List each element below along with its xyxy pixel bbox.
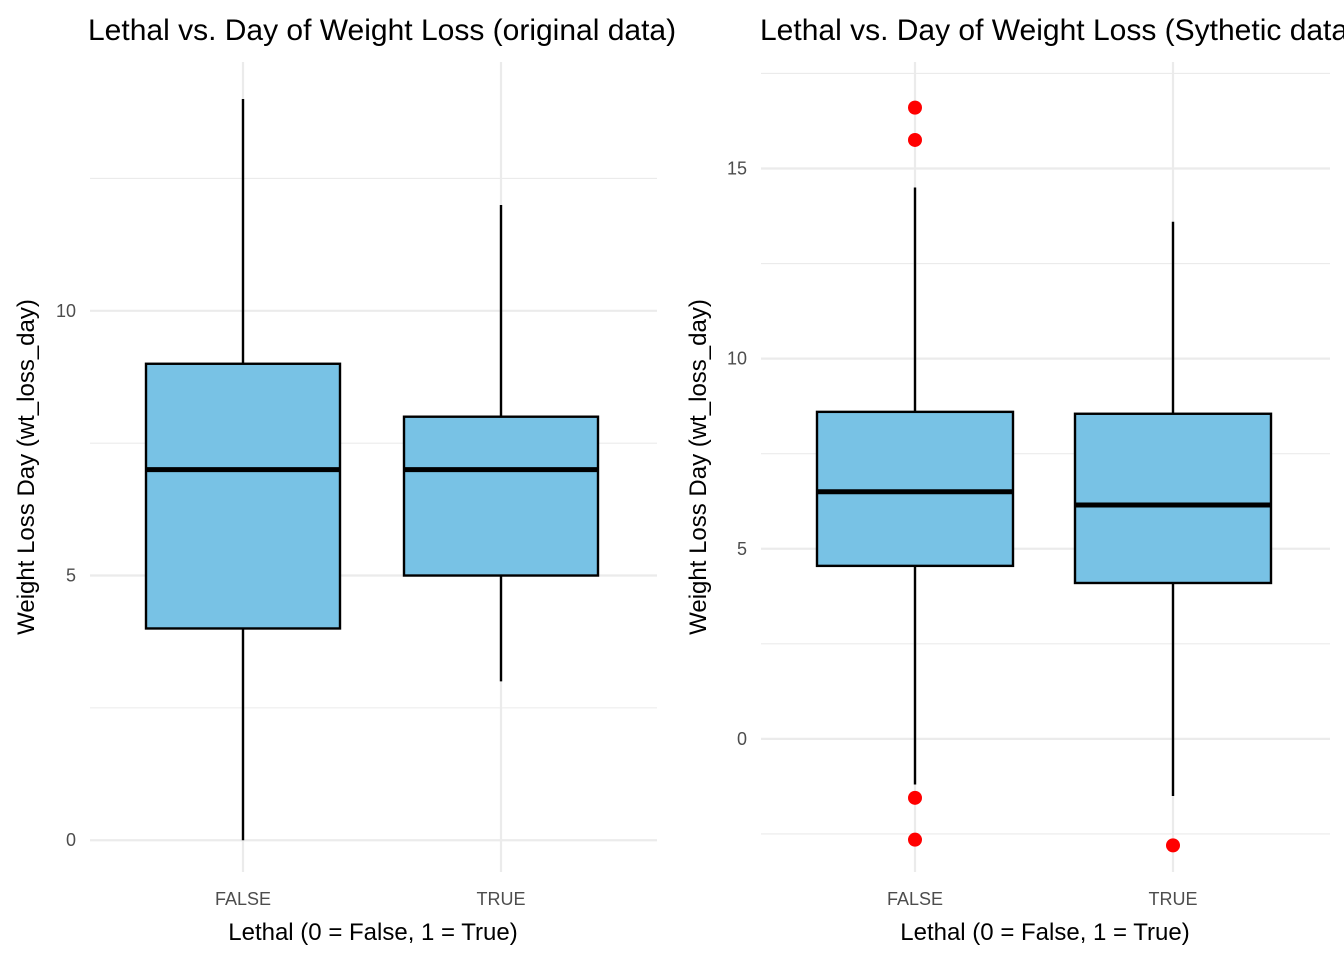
box-layer xyxy=(144,99,600,841)
box-iqr xyxy=(815,410,1015,568)
box-iqr xyxy=(402,415,600,577)
y-axis-title: Weight Loss Day (wt_loss_day) xyxy=(685,299,712,635)
box-iqr xyxy=(1073,412,1273,585)
outlier-point xyxy=(908,132,922,147)
y-tick-label: 0 xyxy=(66,830,76,850)
y-tick-labels: 0 5 10 15 xyxy=(727,158,747,748)
y-tick-label: 15 xyxy=(727,158,747,178)
outlier-point xyxy=(908,100,922,115)
x-tick-labels: FALSE TRUE xyxy=(215,889,526,909)
x-axis-title: Lethal (0 = False, 1 = True) xyxy=(900,919,1190,946)
y-axis-title: Weight Loss Day (wt_loss_day) xyxy=(13,299,40,635)
y-tick-label: 0 xyxy=(737,729,747,749)
chart-panel-synthetic: 0 5 10 15 FALSE TRUE Lethal vs. Day of Weigh… xyxy=(685,14,1344,946)
x-axis-title: Lethal (0 = False, 1 = True) xyxy=(228,919,518,946)
x-tick-labels: FALSE TRUE xyxy=(887,889,1198,909)
x-tick-label: TRUE xyxy=(477,889,526,909)
outlier-point xyxy=(1166,838,1180,853)
outlier-point xyxy=(908,790,922,805)
y-tick-label: 10 xyxy=(56,301,76,321)
x-tick-label: FALSE xyxy=(215,889,271,909)
x-tick-label: TRUE xyxy=(1149,889,1198,909)
y-tick-label: 10 xyxy=(727,349,747,369)
y-tick-label: 5 xyxy=(737,539,747,559)
x-tick-label: FALSE xyxy=(887,889,943,909)
chart-title: Lethal vs. Day of Weight Loss (original … xyxy=(88,14,676,47)
outlier-layer xyxy=(908,100,1180,853)
box-iqr xyxy=(144,362,342,630)
y-tick-labels: 0 5 10 xyxy=(56,301,76,850)
chart-title: Lethal vs. Day of Weight Loss (Sythetic … xyxy=(760,14,1344,47)
outlier-point xyxy=(908,832,922,847)
y-tick-label: 5 xyxy=(66,566,76,586)
box-layer xyxy=(815,187,1273,796)
chart-panel-original: 0 5 10 FALSE TRUE Lethal vs. Day of Weight … xyxy=(13,14,676,946)
